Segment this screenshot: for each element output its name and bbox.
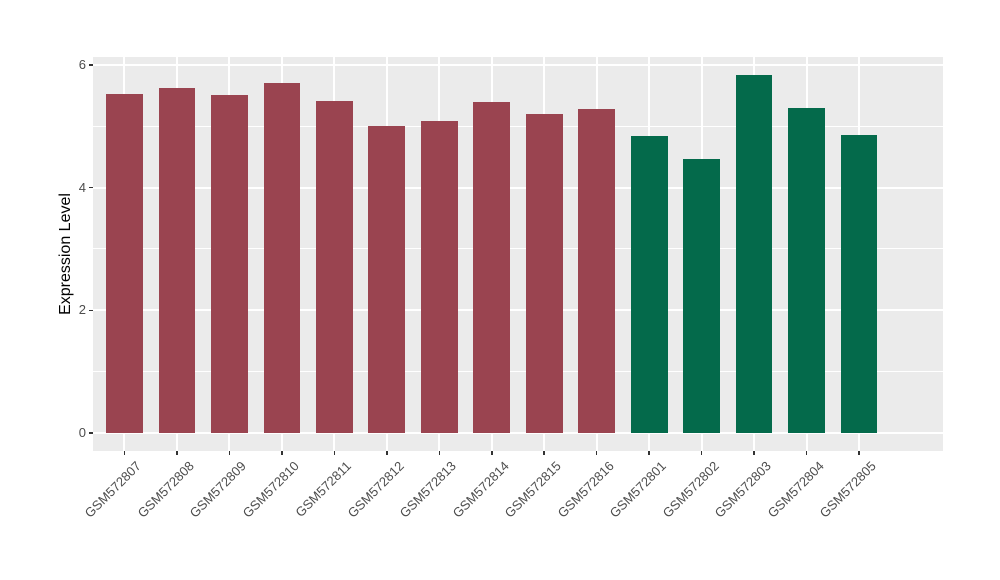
y-tick-label-6: 6 [78,56,86,72]
gridline-major-y-6 [93,63,943,66]
y-tick-label-4: 4 [78,179,86,195]
x-tick-mark-GSM572810 [281,451,283,455]
bar-GSM572808 [158,88,196,433]
gridline-minor-y-1 [93,371,943,373]
gridline-major-y-0 [93,432,943,434]
gridline-minor-y-3 [93,248,943,250]
x-tick-mark-GSM572802 [700,451,703,455]
bar-GSM572805 [840,134,878,433]
bar-GSM572811 [315,101,353,433]
bar-GSM572802 [683,158,720,433]
y-tick-mark-2 [89,309,93,312]
x-tick-mark-GSM572812 [386,451,388,455]
x-tick-mark-GSM572808 [176,451,178,455]
y-tick-mark-0 [89,432,93,434]
x-tick-mark-GSM572805 [858,451,860,455]
x-tick-mark-GSM572816 [595,451,598,455]
y-tick-label-0: 0 [78,425,86,440]
bar-GSM572816 [578,109,616,433]
bar-GSM572810 [263,83,301,433]
x-tick-mark-GSM572803 [753,451,755,455]
x-tick-mark-GSM572809 [228,451,231,455]
y-axis-title: Expression Level [57,193,74,315]
x-tick-mark-GSM572801 [648,451,650,455]
plot-panel [93,57,943,451]
x-tick-mark-GSM572811 [333,451,336,455]
gridline-major-y-4 [93,186,943,189]
x-tick-mark-GSM572813 [438,451,441,455]
gridline-minor-y-5 [93,125,943,127]
y-tick-mark-6 [89,64,93,66]
bar-GSM572801 [630,136,668,433]
bar-GSM572804 [788,108,825,433]
x-tick-mark-GSM572815 [543,451,545,455]
x-tick-label-GSM572810: GSM572810 [239,458,302,521]
y-tick-mark-4 [89,186,93,189]
bar-GSM572807 [106,94,143,433]
bar-GSM572803 [735,75,773,433]
x-tick-mark-GSM572804 [805,451,808,455]
bar-GSM572814 [473,102,511,433]
x-tick-mark-GSM572807 [123,451,126,455]
bar-GSM572815 [525,113,563,433]
x-tick-mark-GSM572814 [491,451,493,455]
gridline-major-y-2 [93,309,943,312]
bar-GSM572812 [368,126,406,433]
bar-GSM572809 [211,94,248,433]
bar-GSM572813 [420,121,458,433]
y-tick-label-2: 2 [78,302,86,318]
